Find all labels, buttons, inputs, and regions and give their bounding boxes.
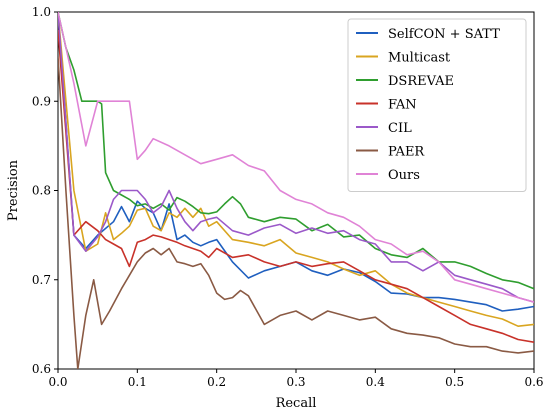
y-axis-label: Precision (6, 159, 21, 221)
legend-label: PAER (388, 145, 425, 160)
legend: SelfCON + SATT Multicast DSREVAE FAN CIL PAER… (347, 18, 527, 192)
series-line-ours (58, 12, 534, 303)
x-tick-label: 0.3 (286, 375, 305, 389)
x-axis-label: Recall (276, 396, 317, 411)
y-tick-label: 0.7 (32, 273, 51, 287)
series-layer (58, 12, 534, 369)
axes-layer: 0.0 0.1 0.2 0.3 0.4 0.5 0.6 0.6 0.7 0.8 0.9 1.0 (32, 5, 544, 389)
series-line-cil (58, 12, 534, 303)
legend-label: CIL (388, 121, 412, 136)
legend-label: Multicast (388, 51, 451, 66)
x-tick-label: 0.6 (524, 375, 543, 389)
x-tick-label: 0.1 (128, 375, 147, 389)
x-tick-label: 0.2 (207, 375, 226, 389)
legend-label: DSREVAE (388, 74, 454, 89)
series-line-dsrevae (58, 12, 534, 290)
series-line-paer (58, 56, 534, 369)
y-tick-label: 0.8 (32, 184, 51, 198)
series-line-multicast (58, 12, 534, 328)
x-tick-label: 0.0 (48, 375, 67, 389)
y-tick-label: 1.0 (32, 5, 51, 19)
y-tick-label: 0.6 (32, 362, 51, 376)
legend-label: SelfCON + SATT (388, 27, 500, 42)
y-tick-label: 0.9 (32, 94, 51, 108)
legend-label: Ours (388, 168, 420, 183)
legend-box (347, 18, 527, 192)
legend-label: FAN (388, 98, 417, 113)
series-line-selfcon-satt (58, 12, 534, 312)
series-line-fan (58, 29, 534, 343)
x-tick-label: 0.4 (366, 375, 385, 389)
x-tick-label: 0.5 (445, 375, 464, 389)
